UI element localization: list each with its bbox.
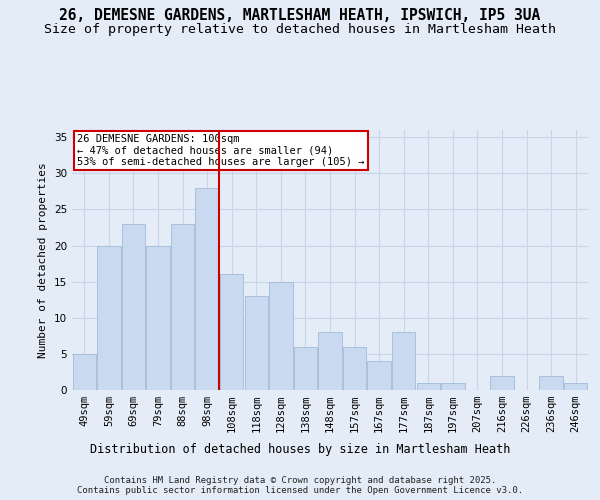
Bar [146, 246, 170, 390]
Y-axis label: Number of detached properties: Number of detached properties [38, 162, 49, 358]
Bar [367, 361, 391, 390]
Bar [490, 376, 514, 390]
Bar [343, 346, 366, 390]
Bar [294, 346, 317, 390]
Bar [196, 188, 219, 390]
Bar [122, 224, 145, 390]
Bar [416, 383, 440, 390]
Bar [269, 282, 293, 390]
Bar [392, 332, 415, 390]
Text: 26 DEMESNE GARDENS: 100sqm
← 47% of detached houses are smaller (94)
53% of semi: 26 DEMESNE GARDENS: 100sqm ← 47% of deta… [77, 134, 365, 167]
Bar [564, 383, 587, 390]
Text: Size of property relative to detached houses in Martlesham Heath: Size of property relative to detached ho… [44, 22, 556, 36]
Bar [73, 354, 96, 390]
Bar [171, 224, 194, 390]
Text: 26, DEMESNE GARDENS, MARTLESHAM HEATH, IPSWICH, IP5 3UA: 26, DEMESNE GARDENS, MARTLESHAM HEATH, I… [59, 8, 541, 22]
Text: Contains HM Land Registry data © Crown copyright and database right 2025.
Contai: Contains HM Land Registry data © Crown c… [77, 476, 523, 495]
Bar [441, 383, 464, 390]
Bar [97, 246, 121, 390]
Text: Distribution of detached houses by size in Martlesham Heath: Distribution of detached houses by size … [90, 442, 510, 456]
Bar [245, 296, 268, 390]
Bar [319, 332, 341, 390]
Bar [220, 274, 244, 390]
Bar [539, 376, 563, 390]
